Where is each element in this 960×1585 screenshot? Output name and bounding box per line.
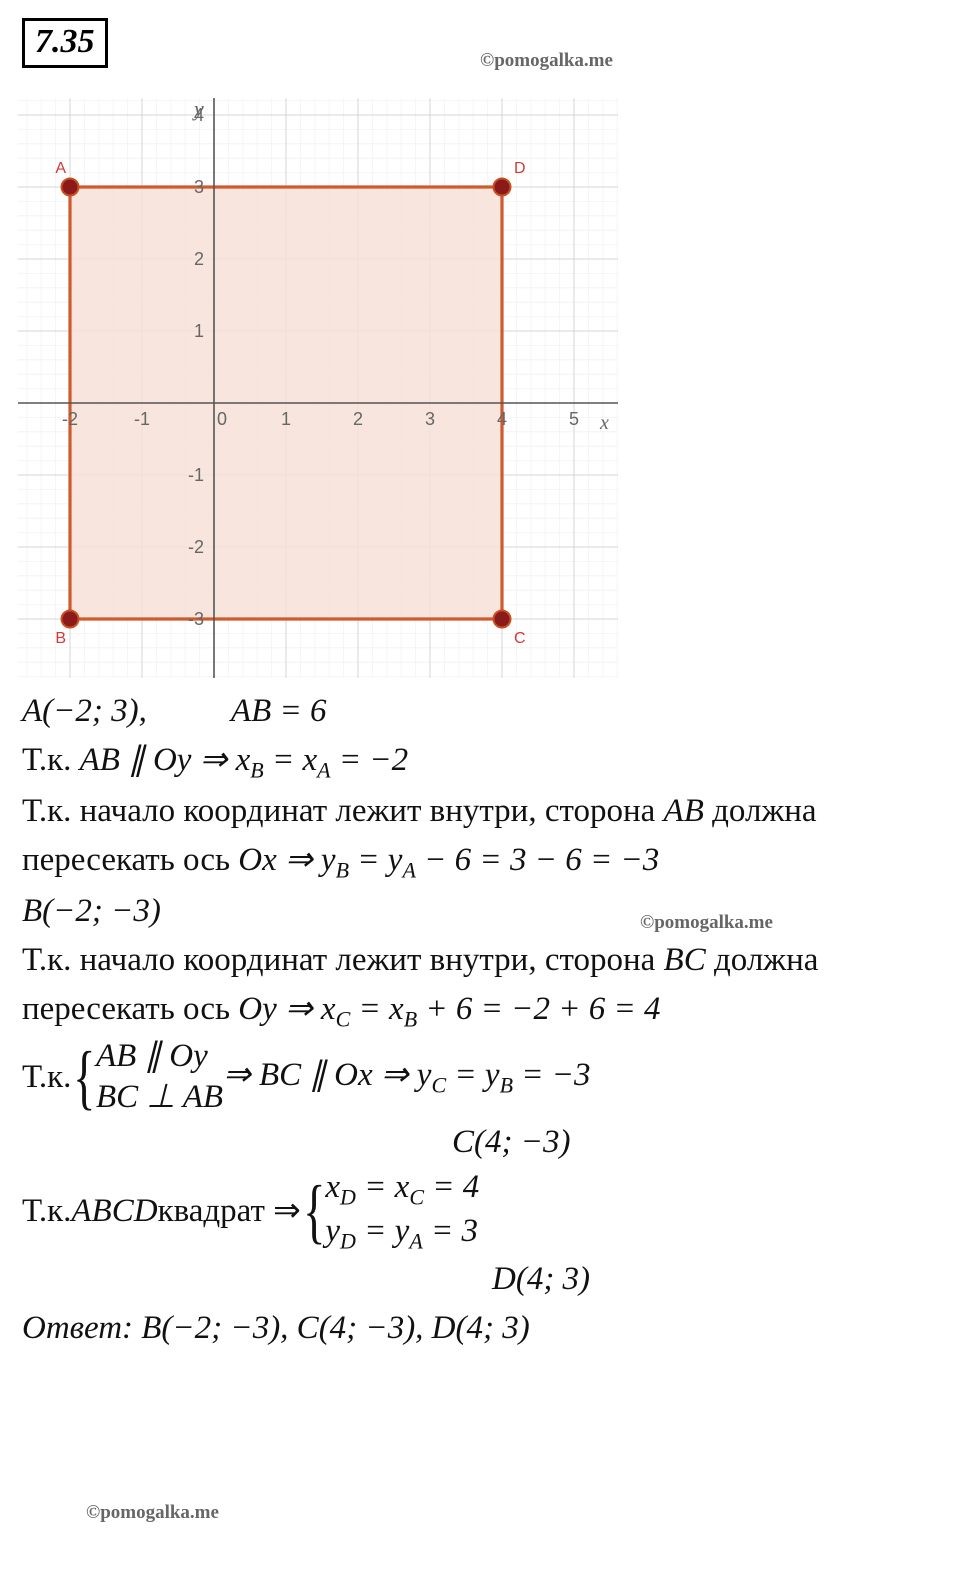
svg-text:4: 4 [497,409,507,429]
l1-sub1: B [250,757,263,782]
svg-text:2: 2 [194,249,204,269]
l6-pre: Т.к. [22,1187,71,1236]
b2ts2: C [409,1185,424,1210]
l5-it: Oy ⇒ x [238,991,335,1027]
b2bc: = 3 [423,1213,478,1249]
svg-text:3: 3 [425,409,435,429]
given-line: A(−2; 3), AB = 6 [22,687,938,736]
given-A: A(−2; 3), [22,693,147,729]
brace-icon: { [73,1044,95,1110]
svg-text:A: A [55,160,66,177]
line-3: пересекать ось Ox ⇒ yB = yA − 6 = 3 − 6 … [22,836,938,887]
l5-end: + 6 = −2 + 6 = 4 [417,991,660,1027]
b2tb: = x [356,1169,409,1205]
l5-pre: пересекать ось [22,991,238,1027]
svg-text:B: B [55,630,66,647]
l4: Т.к. начало координат лежит внутри, стор… [22,942,664,978]
b1s1: C [431,1073,446,1098]
l4-it: BC [664,942,706,978]
b2ta: x [325,1169,340,1205]
brace-icon-2: { [303,1178,325,1244]
brace2-bot: yD = yA = 3 [325,1211,479,1255]
b1c: = −3 [513,1057,591,1093]
svg-text:C: C [514,630,526,647]
svg-text:1: 1 [194,321,204,341]
watermark-mid: ©pomogalka.me [640,912,773,934]
B-coord: B(−2; −3) [22,887,938,936]
svg-text:D: D [514,160,526,177]
brace-row-2: Т.к. ABCD квадрат ⇒ { xD = xC = 4 yD = y… [22,1167,938,1255]
coordinate-chart: -2-1012345-3-2-11234xyABCD [18,98,938,683]
l5-mid: = x [350,991,403,1027]
b1s2: B [500,1073,513,1098]
l6-mid: квадрат ⇒ [158,1187,301,1236]
b1b: = y [446,1057,499,1093]
b2bb: = y [356,1213,409,1249]
watermark-top: ©pomogalka.me [480,50,613,72]
l3-mid: = y [349,842,402,878]
l5-sub2: B [404,1006,417,1031]
answer-line: Ответ: B(−2; −3), C(4; −3), D(4; 3) [22,1304,938,1353]
svg-text:1: 1 [281,409,291,429]
svg-text:2: 2 [353,409,363,429]
brace1-top: AB ∥ Oy [96,1036,223,1077]
brace2-top: xD = xC = 4 [325,1167,479,1211]
b2tc: = 4 [424,1169,479,1205]
b2ba: y [325,1213,340,1249]
b2bs1: D [340,1229,356,1254]
svg-text:5: 5 [569,409,579,429]
b2ts1: D [340,1185,356,1210]
l1-mid: AB ∥ Oy ⇒ x [80,742,251,778]
l6-it: ABCD [71,1187,157,1236]
l1-mid2: = x [264,742,317,778]
brace1-stack: AB ∥ Oy BC ⊥ AB [96,1036,223,1119]
D-coord: D(4; 3) [492,1255,938,1304]
brace1-rhs: ⇒ BC ∥ Ox ⇒ yC = yB = −3 [223,1051,590,1102]
svg-text:-2: -2 [62,409,78,429]
l3-sub1: B [336,857,349,882]
svg-text:x: x [599,412,609,434]
svg-text:-3: -3 [188,609,204,629]
b2bs2: A [409,1229,422,1254]
l5-sub1: C [336,1006,351,1031]
svg-text:y: y [192,98,204,121]
watermark-bottom: ©pomogalka.me [86,1502,219,1524]
chart-svg: -2-1012345-3-2-11234xyABCD [18,98,618,678]
l2-end: должна [704,793,817,829]
brace2-stack: xD = xC = 4 yD = yA = 3 [325,1167,479,1255]
svg-text:-1: -1 [188,465,204,485]
l6-tk: Т.к. [22,1053,71,1102]
svg-text:-2: -2 [188,537,204,557]
l3-it: Ox ⇒ y [238,842,335,878]
l3-end: − 6 = 3 − 6 = −3 [416,842,659,878]
l2-it: AB [664,793,704,829]
l3-sub2: A [402,857,415,882]
b1a: ⇒ BC ∥ Ox ⇒ y [223,1057,431,1093]
C-coord: C(4; −3) [452,1118,938,1167]
line-4: Т.к. начало координат лежит внутри, стор… [22,936,938,985]
svg-text:3: 3 [194,177,204,197]
l3-pre: пересекать ось [22,842,238,878]
line-1: Т.к. AB ∥ Oy ⇒ xB = xA = −2 [22,736,938,787]
l1-pre: Т.к. [22,742,80,778]
l1-sub2: A [317,757,330,782]
solution-text: A(−2; 3),AB = 6 Т.к. AB ∥ Oy ⇒ xB = xA =… [22,687,938,1353]
problem-number: 7.35 [22,18,108,68]
answer-body: : B(−2; −3), C(4; −3), D(4; 3) [122,1310,530,1346]
answer-label: Ответ [22,1310,122,1346]
brace1-bot: BC ⊥ AB [96,1077,223,1118]
l1-end: = −2 [331,742,409,778]
l4-end: должна [706,942,819,978]
line-2: Т.к. начало координат лежит внутри, стор… [22,787,938,836]
given-AB: AB = 6 [231,693,327,729]
l2: Т.к. начало координат лежит внутри, стор… [22,793,664,829]
brace-row-1: Т.к. { AB ∥ Oy BC ⊥ AB ⇒ BC ∥ Ox ⇒ yC = … [22,1036,938,1119]
line-5: пересекать ось Oy ⇒ xC = xB + 6 = −2 + 6… [22,985,938,1036]
svg-text:0: 0 [217,409,227,429]
svg-text:-1: -1 [134,409,150,429]
